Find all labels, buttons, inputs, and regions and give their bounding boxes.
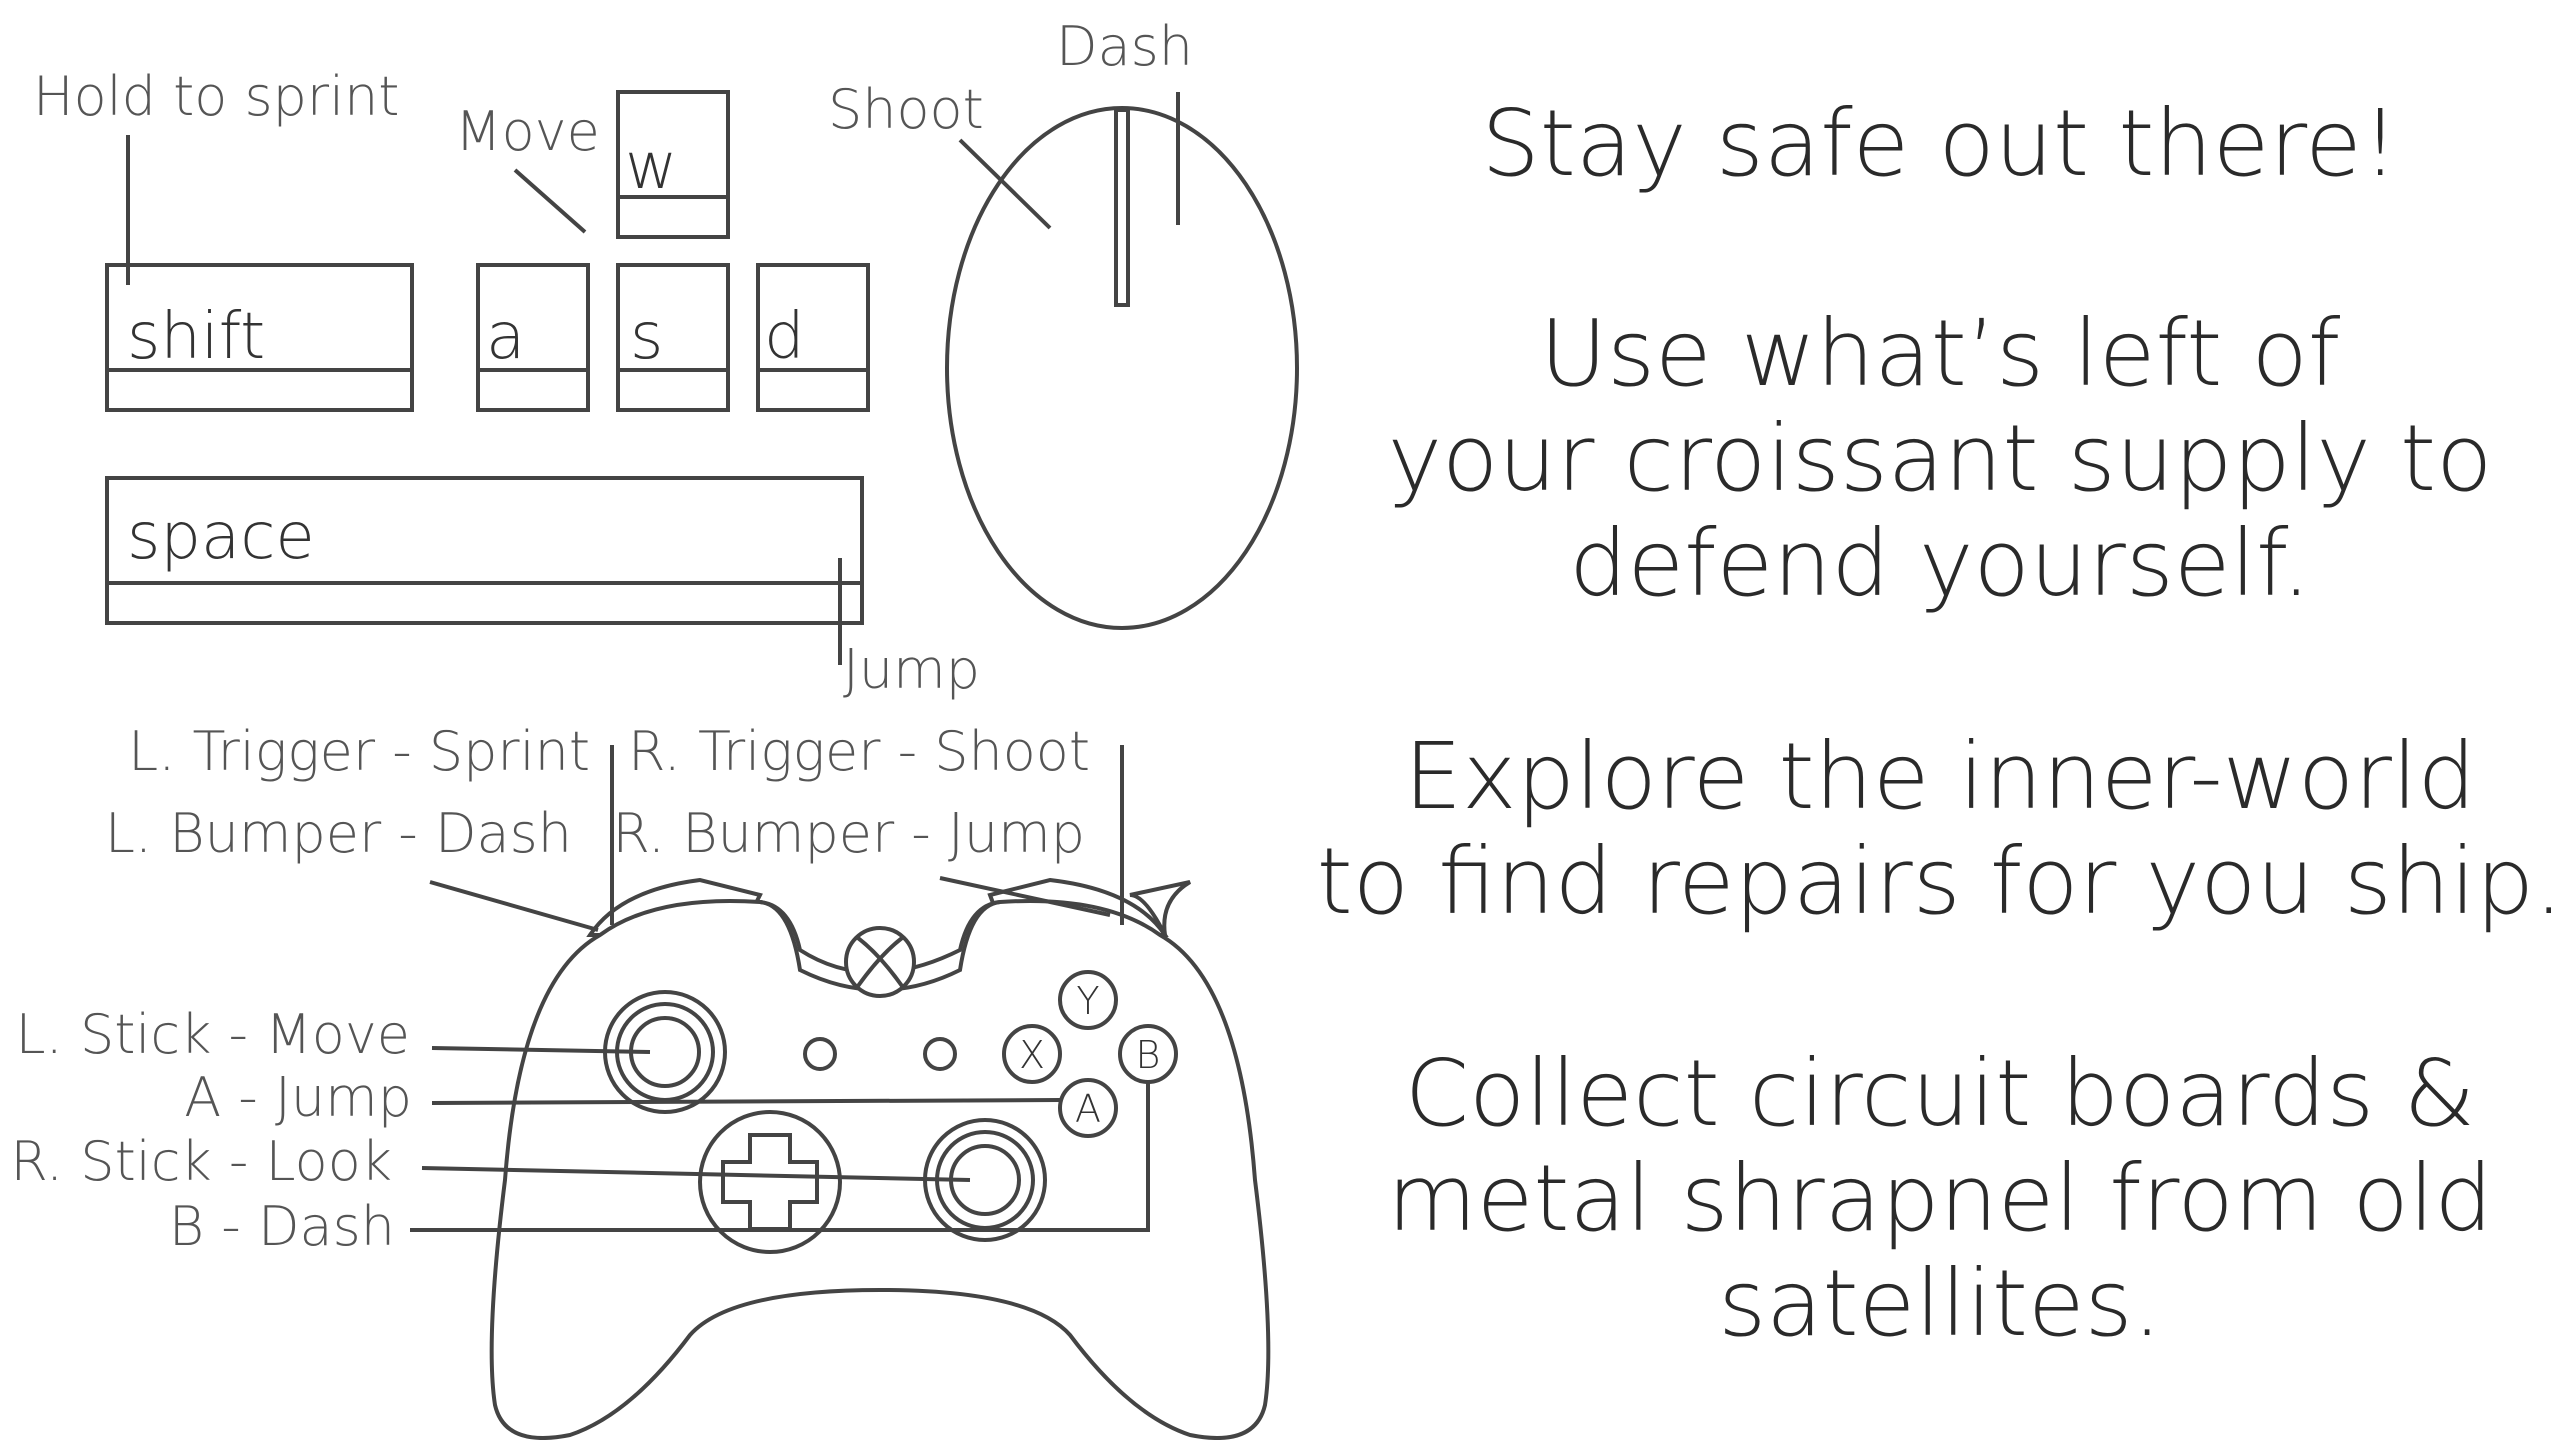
a-button-label: A [1075,1087,1101,1131]
message-line-6: to find repairs for you ship. [1317,828,2560,935]
space-key: space [105,476,864,625]
move-label: Move [455,100,600,163]
b-button-label: B [1136,1033,1161,1077]
l-stick-leader-line [431,1046,651,1054]
mouse-diagram: Shoot Dash [828,15,1299,630]
story-message: Stay safe out there! Use what’s left of … [1317,90,2560,1357]
a-key: a [476,263,590,412]
shoot-label: Shoot [828,78,984,141]
right-bumper-inner [1129,880,1192,936]
message-line-8: metal shrapnel from old [1387,1145,2493,1252]
d-key: d [756,263,870,412]
r-stick-label: R. Stick - Look [10,1130,392,1193]
a-button: A [1058,1078,1118,1138]
a-button-leader-line [431,1098,1061,1105]
message-line-9: satellites. [1718,1250,2162,1357]
dash-label: Dash [1056,15,1193,78]
view-button [803,1037,837,1071]
controller-diagram: Y X B A L. Trigger - Sprint R. Trigger -… [10,720,1271,1440]
r-bumper-label: R. Bumper - Jump [612,802,1085,865]
mouse-wheel [1114,108,1130,307]
l-stick-label: L. Stick - Move [16,1003,410,1066]
message-line-4: defend yourself. [1569,510,2311,617]
message-line-7: Collect circuit boards & [1405,1040,2475,1147]
s-key-label: s [630,300,663,374]
s-key: s [616,263,730,412]
message-line-5: Explore the inner-world [1404,723,2476,830]
move-leader-line [513,168,587,234]
shift-key: shift [105,263,414,412]
l-bumper-label: L. Bumper - Dash [105,802,572,865]
jump-label: Jump [843,638,980,701]
y-button-label: Y [1076,979,1099,1023]
xbox-logo [844,926,916,998]
w-key-label: w [625,130,677,204]
dpad [698,1110,842,1254]
w-key: w [616,90,730,239]
message-line-1: Stay safe out there! [1481,90,2398,197]
message-line-3: your croissant supply to [1388,405,2493,512]
l-trigger-label: L. Trigger - Sprint [128,720,590,783]
x-button: X [1002,1024,1062,1084]
sprint-label: Hold to sprint [33,65,399,128]
r-bumper-leader-line [939,876,1111,917]
d-key-label: d [764,300,805,374]
shift-key-label: shift [127,300,265,374]
keyboard-diagram: shift w a s d space [33,65,980,701]
space-key-label: space [127,500,315,574]
l-bumper-leader-line [429,880,599,932]
r-stick-leader-line [421,1166,971,1182]
y-button: Y [1058,970,1118,1030]
b-button-leader-line [410,1082,1150,1232]
b-button: B [1118,1024,1178,1084]
a-key-label: a [486,300,525,374]
x-button-label: X [1019,1033,1045,1077]
r-trigger-label: R. Trigger - Shoot [628,720,1090,783]
shoot-leader-line [958,138,1052,230]
a-button-callout-label: A - Jump [184,1066,412,1129]
b-button-callout-label: B - Dash [169,1195,395,1258]
message-line-2: Use what’s left of [1540,300,2341,407]
menu-button [923,1037,957,1071]
